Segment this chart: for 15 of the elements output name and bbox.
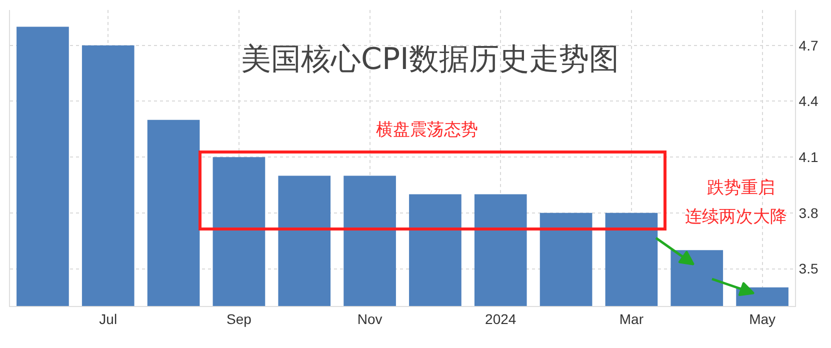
- x-tick-label: Mar: [619, 310, 644, 327]
- annotation: 横盘震荡态势: [376, 120, 478, 140]
- y-tick-label: 3.8: [798, 204, 818, 221]
- x-tick-label: 2024: [485, 310, 516, 327]
- annotation: 跌势重启: [707, 178, 775, 198]
- x-tick-label: May: [749, 310, 776, 327]
- x-tick-label: Nov: [357, 310, 382, 327]
- text: 美国核心CPI数据历史走势图: [241, 42, 619, 77]
- annotation: 连续两次大降: [685, 207, 787, 227]
- y-tick-label: 3.5: [798, 260, 818, 277]
- y-tick-label: 4.4: [798, 93, 818, 110]
- x-tick-label: Jul: [99, 310, 118, 327]
- x-tick-label: Sep: [226, 310, 252, 327]
- y-tick-label: 4.7: [798, 37, 818, 54]
- y-tick-label: 4.1: [798, 148, 818, 165]
